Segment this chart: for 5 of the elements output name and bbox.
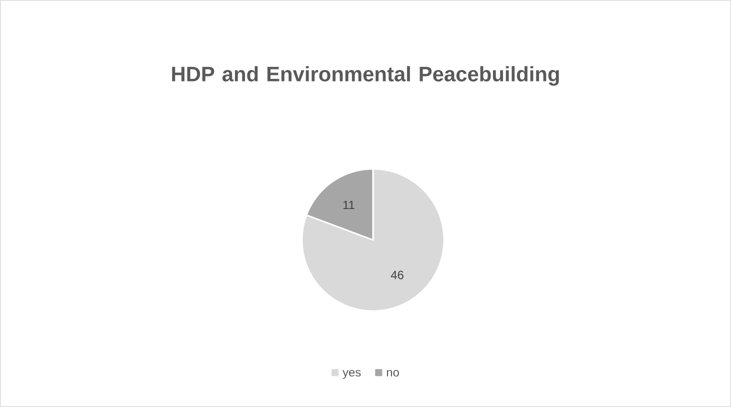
data-label: 11 bbox=[343, 200, 354, 210]
data-label: 46 bbox=[390, 270, 404, 280]
chart-title: HDP and Environmental Peacebuilding bbox=[172, 66, 559, 86]
legend-label: yes bbox=[342, 370, 361, 379]
legend-label: no bbox=[386, 370, 399, 377]
